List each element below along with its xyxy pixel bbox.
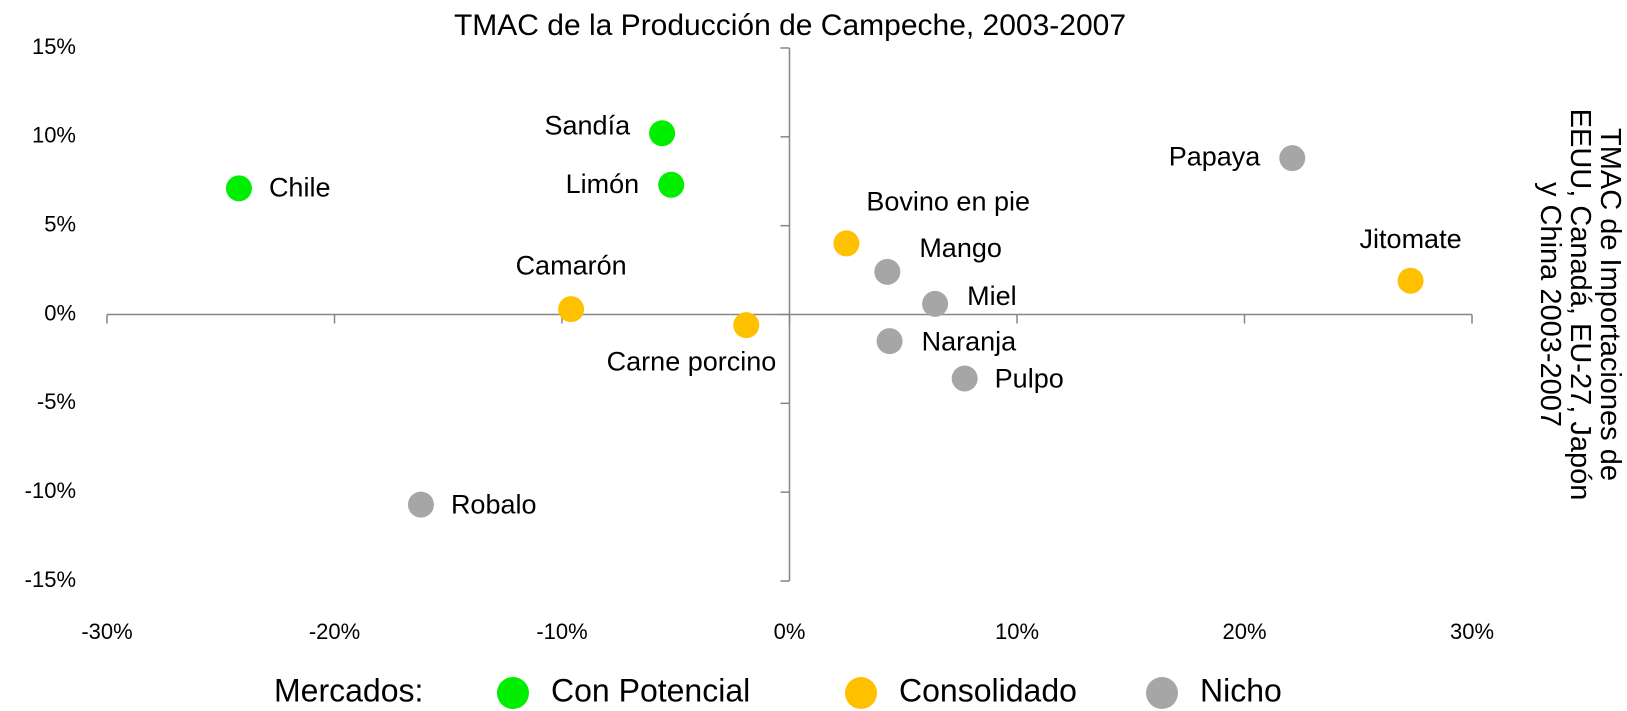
y-tick-label: 0% (44, 300, 76, 325)
point (649, 120, 676, 147)
point-label: Robalo (451, 490, 537, 520)
x-tick-label: 20% (1222, 619, 1266, 644)
point-label: Carne porcino (607, 346, 777, 376)
point-label: Mango (919, 233, 1002, 263)
point-label: Miel (967, 281, 1017, 311)
x-tick-label: 10% (995, 619, 1039, 644)
point (558, 296, 585, 323)
legend-swatch (845, 677, 877, 709)
point (225, 175, 252, 202)
point-label: Papaya (1169, 141, 1262, 171)
point-label: Chile (269, 172, 331, 202)
x-tick-label: -20% (309, 619, 360, 644)
y-axis-label-line: EEUU, Canadá, EU-27, Japón (1564, 109, 1596, 501)
y-tick-label: 5% (44, 211, 76, 236)
x-tick-label: -10% (536, 619, 587, 644)
point-label: Limón (566, 169, 640, 199)
y-tick-label: -10% (25, 478, 76, 503)
legend-swatch (1146, 677, 1178, 709)
point (874, 258, 901, 285)
x-tick-label: -30% (81, 619, 132, 644)
y-tick-label: -15% (25, 567, 76, 592)
legend-label: Con Potencial (551, 672, 750, 708)
point (1397, 267, 1424, 294)
point (833, 230, 860, 257)
y-tick-label: 10% (32, 123, 76, 148)
point-label: Jitomate (1360, 224, 1462, 254)
point-label: Sandía (545, 110, 632, 140)
y-axis-label-line: y China 2003-2007 (1534, 182, 1566, 427)
y-tick-label: -5% (37, 389, 76, 414)
point-label: Camarón (516, 250, 627, 280)
point-label: Pulpo (995, 364, 1064, 394)
chart-title: TMAC de la Producción de Campeche, 2003-… (454, 9, 1126, 42)
point (951, 365, 978, 392)
point (1279, 145, 1306, 172)
legend-swatch (497, 677, 529, 709)
y-axis-label: TMAC de Importaciones deEEUU, Canadá, EU… (1534, 109, 1626, 501)
point (407, 491, 434, 518)
y-tick-label: 15% (32, 34, 76, 59)
point-label: Naranja (922, 326, 1018, 356)
point (922, 290, 949, 317)
x-tick-label: 0% (774, 619, 806, 644)
legend-label: Consolidado (899, 672, 1077, 708)
legend-label: Nicho (1200, 672, 1282, 708)
point-label: Bovino en pie (866, 187, 1030, 217)
point (658, 171, 685, 198)
point (876, 328, 903, 355)
legend-title: Mercados: (274, 672, 423, 708)
point (733, 312, 760, 339)
x-tick-label: 30% (1450, 619, 1494, 644)
y-axis-label-line: TMAC de Importaciones de (1594, 128, 1626, 481)
